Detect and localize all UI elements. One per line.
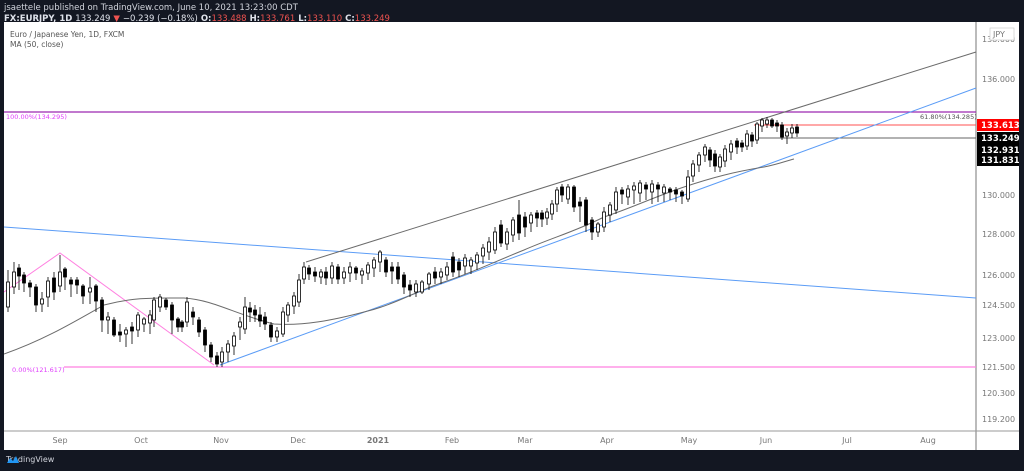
legend-indicator: MA (50, close) bbox=[10, 40, 64, 49]
time-label-may: May bbox=[681, 436, 698, 445]
chart-svg: 100.00%(134.295) 0.00%(121.617) 61.80%(1… bbox=[4, 22, 1019, 450]
currency-label: JPY bbox=[992, 30, 1005, 39]
high-label: H: bbox=[249, 14, 261, 24]
time-label-mar: Mar bbox=[517, 436, 533, 445]
svg-text:126.000: 126.000 bbox=[982, 271, 1015, 280]
svg-text:132.931: 132.931 bbox=[981, 146, 1019, 156]
time-label-aug: Aug bbox=[920, 436, 936, 445]
candlesticks bbox=[6, 117, 799, 367]
fib-100-label: 100.00%(134.295) bbox=[6, 113, 67, 121]
svg-text:119.200: 119.200 bbox=[982, 415, 1015, 424]
change: −0.239 (−0.18%) bbox=[122, 14, 198, 24]
svg-text:128.000: 128.000 bbox=[982, 230, 1015, 239]
symbol-ohlc-line: FX:EURJPY, 1D 133.249 ▼ −0.239 (−0.18%) … bbox=[4, 14, 390, 24]
close-label: C: bbox=[345, 14, 355, 24]
svg-text:130.000: 130.000 bbox=[982, 191, 1015, 200]
channel-top-line bbox=[305, 51, 977, 263]
fib-0-label: 0.00%(121.617) bbox=[12, 366, 65, 374]
symbol: FX:EURJPY, 1D bbox=[4, 14, 73, 24]
svg-text:123.000: 123.000 bbox=[982, 334, 1015, 343]
svg-text:120.300: 120.300 bbox=[982, 389, 1015, 398]
price-axis: 138.000 136.000 130.000 128.000 126.000 … bbox=[982, 27, 1015, 424]
legend-title: Euro / Japanese Yen, 1D, FXCM bbox=[10, 30, 125, 39]
time-label-dec: Dec bbox=[290, 436, 305, 445]
low-label: L: bbox=[298, 14, 308, 24]
svg-text:136.000: 136.000 bbox=[982, 75, 1015, 84]
time-label-apr: Apr bbox=[600, 436, 615, 445]
publisher-line: jsaettele published on TradingView.com, … bbox=[4, 3, 298, 13]
fib-618-label: 61.80%(134.285) bbox=[920, 113, 977, 121]
svg-text:124.500: 124.500 bbox=[982, 301, 1015, 310]
open-value: 133.488 bbox=[211, 14, 247, 24]
low-value: 133.110 bbox=[307, 14, 343, 24]
time-label-oct: Oct bbox=[134, 436, 148, 445]
time-label-feb: Feb bbox=[445, 436, 459, 445]
time-label-nov: Nov bbox=[213, 436, 229, 445]
svg-text:133.613: 133.613 bbox=[981, 121, 1019, 131]
close-value: 133.249 bbox=[354, 14, 390, 24]
tradingview-logo-icon bbox=[7, 456, 19, 463]
zigzag-pattern bbox=[4, 252, 215, 366]
time-label-jul: Jul bbox=[841, 436, 852, 445]
ma-50-line bbox=[4, 158, 795, 355]
open-label: O: bbox=[200, 14, 212, 24]
down-arrow-icon: ▼ bbox=[113, 14, 120, 24]
brand-label: TradingView bbox=[6, 455, 55, 464]
high-value: 133.761 bbox=[260, 14, 296, 24]
last-price: 133.249 bbox=[75, 14, 111, 24]
svg-text:131.831: 131.831 bbox=[981, 156, 1019, 166]
time-label-2021: 2021 bbox=[367, 436, 390, 445]
price-tags: 133.613 133.249 132.931 131.831 bbox=[977, 119, 1019, 166]
svg-text:121.500: 121.500 bbox=[982, 363, 1015, 372]
time-label-jun: Jun bbox=[759, 436, 773, 445]
footer-brand[interactable]: TradingView bbox=[6, 455, 54, 464]
time-axis: Sep Oct Nov Dec 2021 Feb Mar Apr May Jun… bbox=[52, 436, 935, 445]
svg-text:133.249: 133.249 bbox=[981, 134, 1019, 144]
chart-area[interactable]: 100.00%(134.295) 0.00%(121.617) 61.80%(1… bbox=[4, 22, 1019, 450]
chart-legend: Euro / Japanese Yen, 1D, FXCM MA (50, cl… bbox=[10, 30, 124, 50]
time-label-sep: Sep bbox=[52, 436, 67, 445]
descending-trendline bbox=[4, 226, 977, 299]
